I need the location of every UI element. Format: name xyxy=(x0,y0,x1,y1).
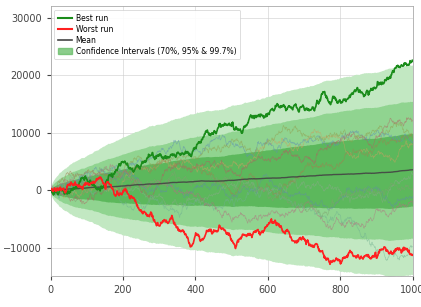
Legend: Best run, Worst run, Mean, Confidence Intervals (70%, 95% & 99.7%): Best run, Worst run, Mean, Confidence In… xyxy=(54,10,240,59)
